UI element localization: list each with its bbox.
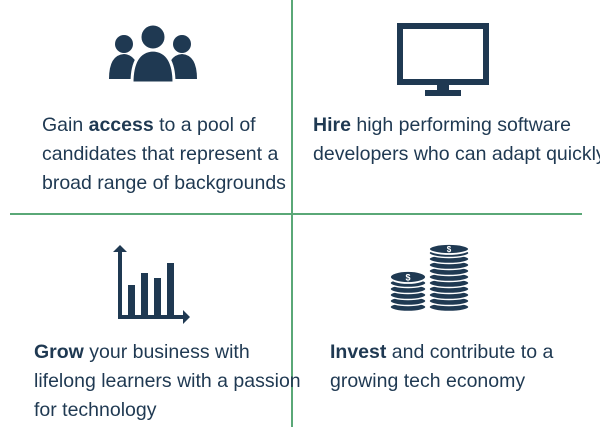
text-line: candidates that represent a	[42, 143, 279, 165]
bold-keyword: Hire	[313, 114, 351, 136]
coin-stacks-icon: $ $	[388, 244, 472, 312]
text-line: lifelong learners with a passion	[34, 370, 301, 392]
text-segment: high performing software	[350, 114, 571, 136]
bold-keyword: Invest	[330, 341, 387, 363]
text-segment: Gain	[42, 114, 89, 136]
growth-chart-icon	[110, 245, 192, 327]
text-line: developers who can adapt quickly	[313, 143, 600, 165]
svg-text:$: $	[405, 273, 410, 283]
monitor-icon	[397, 23, 489, 97]
invest-benefit-text: Invest and contribute to a growing tech …	[330, 338, 553, 396]
text-segment: and contribute to a	[386, 341, 554, 363]
text-line: growing tech economy	[330, 370, 526, 392]
text-line: for technology	[34, 399, 157, 421]
text-line: Grow your business with	[34, 338, 301, 367]
svg-text:$: $	[447, 245, 452, 254]
grow-benefit-text: Grow your business with lifelong learner…	[34, 338, 301, 425]
text-segment: to a pool of	[153, 114, 256, 136]
text-line: Invest and contribute to a	[330, 338, 553, 367]
text-line: Hire high performing software	[313, 111, 600, 140]
access-benefit-text: Gain access to a pool of candidates that…	[42, 111, 286, 198]
horizontal-divider	[10, 213, 582, 215]
hire-benefit-text: Hire high performing software developers…	[313, 111, 600, 169]
text-line: broad range of backgrounds	[42, 172, 286, 194]
bold-keyword: access	[88, 114, 154, 136]
bold-keyword: Grow	[34, 341, 84, 363]
people-group-icon	[108, 23, 198, 83]
text-line: Gain access to a pool of	[42, 111, 286, 140]
text-segment: your business with	[83, 341, 250, 363]
